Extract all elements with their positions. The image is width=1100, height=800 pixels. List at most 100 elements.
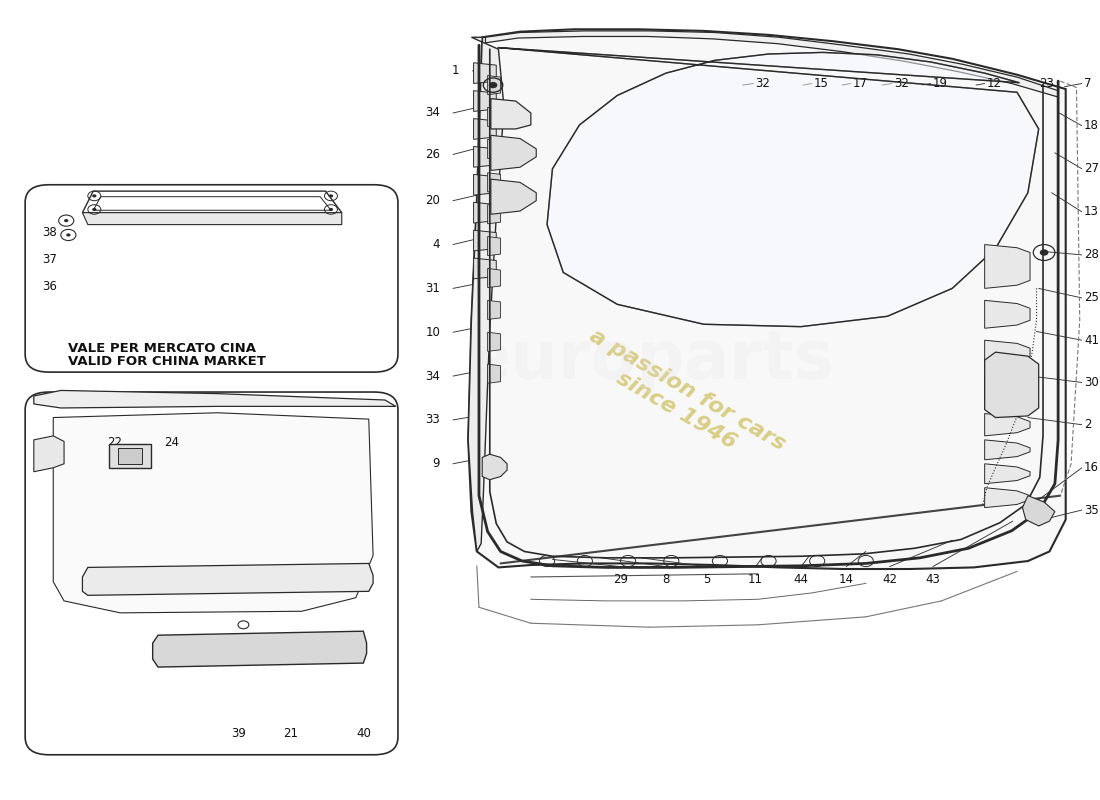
Text: 28: 28 — [1085, 249, 1099, 262]
Text: 35: 35 — [1085, 503, 1099, 517]
Polygon shape — [487, 300, 500, 319]
Polygon shape — [487, 107, 500, 126]
Text: europarts: europarts — [465, 327, 834, 393]
Polygon shape — [487, 332, 500, 351]
Polygon shape — [487, 173, 500, 192]
Polygon shape — [474, 62, 496, 83]
Circle shape — [329, 208, 333, 211]
Polygon shape — [474, 90, 496, 111]
Text: 34: 34 — [426, 370, 440, 382]
Polygon shape — [34, 400, 390, 625]
Text: 43: 43 — [925, 573, 940, 586]
Text: 22: 22 — [108, 436, 122, 449]
Polygon shape — [491, 98, 531, 129]
Text: 42: 42 — [882, 573, 898, 586]
Polygon shape — [474, 146, 496, 167]
Text: 41: 41 — [1085, 334, 1099, 346]
Circle shape — [64, 219, 68, 222]
Text: 20: 20 — [426, 194, 440, 207]
Text: 10: 10 — [426, 326, 440, 338]
Circle shape — [92, 194, 97, 198]
Polygon shape — [34, 436, 64, 472]
Polygon shape — [474, 118, 496, 139]
Polygon shape — [474, 258, 496, 279]
Text: 8: 8 — [662, 573, 670, 586]
Text: 29: 29 — [613, 573, 628, 586]
Circle shape — [92, 208, 97, 211]
Polygon shape — [984, 488, 1030, 508]
Polygon shape — [1023, 496, 1055, 526]
Polygon shape — [487, 205, 500, 224]
Polygon shape — [82, 563, 373, 595]
Text: VALE PER MERCATO CINA: VALE PER MERCATO CINA — [68, 342, 256, 354]
Text: 37: 37 — [43, 253, 57, 266]
Polygon shape — [485, 31, 1058, 97]
Polygon shape — [118, 448, 142, 464]
Polygon shape — [482, 454, 507, 480]
Polygon shape — [34, 683, 97, 714]
Polygon shape — [984, 245, 1030, 288]
Text: 36: 36 — [43, 280, 57, 294]
Polygon shape — [984, 440, 1030, 460]
Text: 18: 18 — [1085, 119, 1099, 132]
Text: 31: 31 — [426, 282, 440, 295]
Polygon shape — [491, 179, 536, 214]
Polygon shape — [109, 444, 151, 468]
Text: 19: 19 — [933, 77, 948, 90]
Polygon shape — [469, 38, 504, 551]
Text: 9: 9 — [432, 458, 440, 470]
Polygon shape — [487, 139, 500, 158]
Circle shape — [66, 234, 70, 237]
Text: 15: 15 — [814, 77, 828, 90]
Text: 17: 17 — [852, 77, 868, 90]
Text: 16: 16 — [1085, 462, 1099, 474]
Circle shape — [488, 82, 497, 88]
Polygon shape — [487, 269, 500, 287]
Text: 4: 4 — [432, 238, 440, 251]
Polygon shape — [984, 300, 1030, 328]
Text: 25: 25 — [1085, 291, 1099, 305]
Polygon shape — [474, 230, 496, 251]
Text: VALID FOR CHINA MARKET: VALID FOR CHINA MARKET — [68, 355, 266, 368]
Text: 5: 5 — [703, 573, 711, 586]
Circle shape — [1040, 250, 1048, 256]
Text: 40: 40 — [356, 726, 371, 740]
Text: 32: 32 — [756, 77, 770, 90]
Text: 26: 26 — [425, 148, 440, 161]
Polygon shape — [153, 631, 366, 667]
Polygon shape — [293, 258, 342, 286]
Polygon shape — [34, 390, 396, 408]
Text: 24: 24 — [165, 436, 179, 449]
Polygon shape — [53, 413, 373, 613]
Polygon shape — [491, 135, 536, 170]
Polygon shape — [487, 75, 500, 94]
Text: 44: 44 — [793, 573, 808, 586]
Polygon shape — [984, 352, 1038, 418]
Text: 34: 34 — [426, 106, 440, 119]
Text: 27: 27 — [1085, 162, 1099, 175]
Text: 2: 2 — [1085, 418, 1091, 431]
Polygon shape — [498, 48, 1038, 326]
Text: 13: 13 — [1085, 206, 1099, 218]
Text: 12: 12 — [987, 77, 1002, 90]
Text: 39: 39 — [232, 726, 246, 740]
Text: a passion for cars
since 1946: a passion for cars since 1946 — [575, 326, 790, 474]
Text: 30: 30 — [1085, 376, 1099, 389]
Polygon shape — [474, 174, 496, 195]
FancyBboxPatch shape — [25, 185, 398, 372]
Circle shape — [329, 194, 333, 198]
Text: 23: 23 — [1038, 77, 1054, 90]
Text: 11: 11 — [748, 573, 763, 586]
Polygon shape — [82, 191, 342, 213]
Text: 38: 38 — [43, 226, 57, 239]
Text: 1: 1 — [452, 64, 460, 78]
Polygon shape — [469, 30, 1066, 569]
Polygon shape — [984, 340, 1030, 364]
Text: 21: 21 — [284, 726, 298, 740]
Text: 7: 7 — [1085, 77, 1091, 90]
Polygon shape — [487, 237, 500, 256]
Polygon shape — [474, 202, 496, 223]
Polygon shape — [984, 414, 1030, 436]
FancyBboxPatch shape — [25, 392, 398, 754]
Polygon shape — [487, 364, 500, 383]
